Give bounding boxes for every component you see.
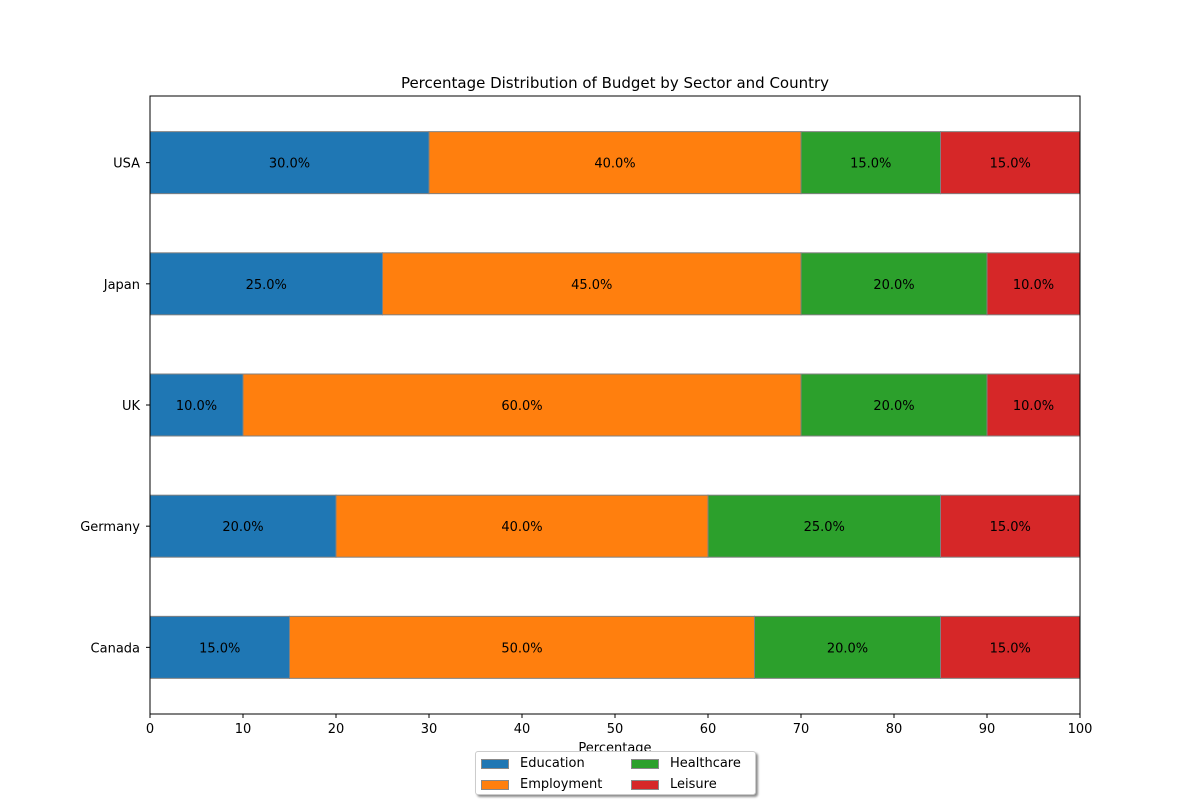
- legend-swatch-healthcare: [631, 758, 659, 769]
- data-label-usa-leisure: 15.0%: [990, 157, 1031, 172]
- y-tick-label-uk: UK: [122, 399, 141, 414]
- data-label-canada-education: 15.0%: [199, 641, 240, 656]
- data-label-canada-healthcare: 20.0%: [827, 641, 868, 656]
- data-label-germany-employment: 40.0%: [501, 520, 542, 535]
- data-label-japan-leisure: 10.0%: [1013, 278, 1054, 293]
- legend: Education Healthcare Employment Leisure: [475, 751, 756, 795]
- x-tick-label: 60: [700, 722, 717, 737]
- x-tick-label: 20: [328, 722, 345, 737]
- legend-label-employment: Employment: [520, 777, 603, 792]
- legend-swatch-education: [481, 758, 509, 769]
- data-label-uk-education: 10.0%: [176, 399, 217, 414]
- bar-canada-education: [149, 615, 290, 679]
- x-tick-label: 40: [514, 722, 531, 737]
- y-tick-label-japan: Japan: [103, 278, 140, 293]
- y-tick-label-canada: Canada: [91, 641, 140, 656]
- legend-entry-leisure: Leisure: [631, 774, 751, 795]
- y-tick-label-usa: USA: [113, 157, 140, 172]
- x-tick-label: 70: [793, 722, 810, 737]
- bar-germany-employment: [335, 494, 709, 558]
- x-tick-label: 30: [421, 722, 438, 737]
- bar-usa-leisure: [940, 131, 1081, 195]
- x-tick-label: 10: [235, 722, 252, 737]
- bar-germany-healthcare: [707, 494, 941, 558]
- bar-usa-education: [149, 131, 430, 195]
- bar-canada-leisure: [940, 615, 1081, 679]
- plot-area: 15.0% 50.0% 20.0% 15.0% 20.0% 40.0% 25.0% 15.0%…: [149, 131, 1081, 679]
- bar-canada-employment: [289, 615, 755, 679]
- bar-germany-leisure: [940, 494, 1081, 558]
- y-tick-label-germany: Germany: [80, 520, 140, 535]
- bar-germany-education: [149, 494, 337, 558]
- bar-usa-healthcare: [800, 131, 941, 195]
- data-label-usa-healthcare: 15.0%: [850, 157, 891, 172]
- bar-japan-education: [149, 252, 383, 316]
- legend-entry-education: Education: [481, 753, 631, 774]
- data-label-japan-healthcare: 20.0%: [873, 278, 914, 293]
- data-label-japan-employment: 45.0%: [571, 278, 612, 293]
- bar-japan-employment: [382, 252, 802, 316]
- x-tick-label: 0: [146, 722, 154, 737]
- legend-swatch-employment: [481, 779, 509, 790]
- data-label-japan-education: 25.0%: [246, 278, 287, 293]
- bar-uk-leisure: [986, 373, 1081, 437]
- x-tick-label: 50: [607, 722, 624, 737]
- data-label-usa-education: 30.0%: [269, 157, 310, 172]
- x-tick-label: 80: [886, 722, 903, 737]
- legend-entry-employment: Employment: [481, 774, 631, 795]
- data-label-uk-employment: 60.0%: [501, 399, 542, 414]
- bar-japan-leisure: [986, 252, 1081, 316]
- data-label-usa-employment: 40.0%: [594, 157, 635, 172]
- bar-uk-employment: [242, 373, 802, 437]
- legend-label-leisure: Leisure: [670, 777, 717, 792]
- bar-canada-healthcare: [754, 615, 941, 679]
- data-label-uk-leisure: 10.0%: [1013, 399, 1054, 414]
- legend-entry-healthcare: Healthcare: [631, 753, 751, 774]
- data-label-germany-education: 20.0%: [222, 520, 263, 535]
- data-label-canada-employment: 50.0%: [501, 641, 542, 656]
- axes: Canada Germany UK Japan USA 0 10 20 30 40 50 60 70 80…: [80, 157, 1092, 737]
- legend-label-education: Education: [520, 756, 585, 771]
- data-label-germany-healthcare: 25.0%: [804, 520, 845, 535]
- data-label-uk-healthcare: 20.0%: [873, 399, 914, 414]
- x-tick-label: 100: [1068, 722, 1093, 737]
- legend-label-healthcare: Healthcare: [670, 756, 741, 771]
- chart-title: Percentage Distribution of Budget by Sec…: [401, 74, 829, 92]
- bar-usa-employment: [428, 131, 802, 195]
- x-tick-label: 90: [979, 722, 996, 737]
- legend-swatch-leisure: [631, 779, 659, 790]
- data-label-canada-leisure: 15.0%: [990, 641, 1031, 656]
- data-label-germany-leisure: 15.0%: [990, 520, 1031, 535]
- bar-japan-healthcare: [800, 252, 988, 316]
